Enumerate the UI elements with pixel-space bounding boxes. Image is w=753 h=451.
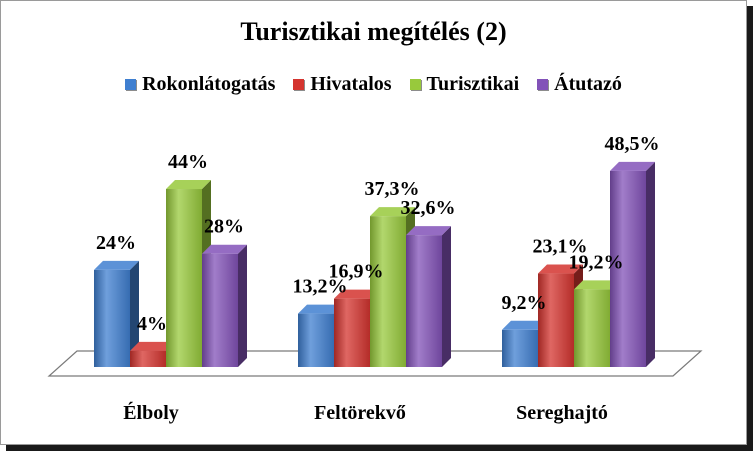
data-label-feltorekvo-hivatalos: 16,9% — [329, 261, 384, 283]
bar-side-sereghajto-atutazo — [646, 161, 655, 367]
bar-front-sereghajto-rokonlatogatas — [502, 329, 538, 367]
plot-area: 24% 4% 44% 28% 13,2%16,9% 37,3%32,6% 9,2% 23,1%… — [47, 133, 703, 424]
legend-swatch-rokonlatogatas — [125, 79, 137, 90]
bar-top-elboly-atutazo — [202, 244, 247, 254]
bar-top-feltorekvo-atutazo — [406, 226, 451, 236]
bar-front-feltorekvo-hivatalos — [334, 298, 370, 367]
bar-top-feltorekvo-rokonlatogatas — [298, 304, 343, 314]
legend-item-rokonlatogatas: Rokonlátogatás — [125, 73, 275, 96]
category-label-group: Élboly Feltörekvő Sereghajtó — [123, 401, 608, 424]
bar-elboly-atutazo — [202, 244, 247, 367]
bar-side-feltorekvo-atutazo — [442, 226, 451, 367]
bar-top-elboly-turisztikai — [166, 180, 211, 190]
data-label-sereghajto-turisztikai: 19,2% — [569, 251, 624, 273]
category-label-elboly: Élboly — [123, 401, 179, 424]
bar-front-feltorekvo-turisztikai — [370, 216, 406, 367]
legend-label-rokonlatogatas: Rokonlátogatás — [142, 73, 276, 95]
category-label-sereghajto: Sereghajtó — [516, 402, 608, 424]
data-label-feltorekvo-turisztikai: 37,3% — [365, 178, 420, 200]
data-label-sereghajto-hivatalos: 23,1% — [533, 236, 588, 258]
bar-front-sereghajto-atutazo — [610, 170, 646, 367]
bar-top-sereghajto-hivatalos — [538, 264, 583, 274]
bar-front-elboly-turisztikai — [166, 189, 202, 367]
bar-side-elboly-atutazo — [238, 244, 247, 367]
bar-front-feltorekvo-atutazo — [406, 235, 442, 367]
category-label-feltorekvo: Feltörekvő — [314, 402, 406, 424]
legend: Rokonlátogatás Hivatalos Turisztikai Átu… — [1, 73, 746, 96]
data-label-group: 24% 4% 44% 28% 13,2%16,9% 37,3%32,6% 9,2% 23,1%… — [96, 133, 660, 335]
bar-group — [94, 161, 655, 367]
legend-item-atutazo: Átutazó — [537, 73, 622, 96]
chart-title: Turisztikai megítélés (2) — [240, 17, 507, 46]
bar-top-feltorekvo-turisztikai — [370, 207, 415, 217]
legend-label-hivatalos: Hivatalos — [310, 73, 392, 95]
data-label-elboly-atutazo: 28% — [204, 216, 244, 238]
legend-swatch-turisztikai — [409, 79, 421, 90]
legend-item-turisztikai: Turisztikai — [409, 73, 520, 96]
bar-sereghajto-turisztikai — [574, 280, 619, 367]
bar-top-sereghajto-atutazo — [610, 161, 655, 171]
legend-swatch-hivatalos — [293, 79, 305, 90]
bar-front-elboly-rokonlatogatas — [94, 269, 130, 367]
chart-frame: Turisztikai megítélés (2) Rokonlátogatás… — [0, 0, 747, 445]
bar-top-sereghajto-turisztikai — [574, 280, 619, 290]
bar-front-sereghajto-turisztikai — [574, 289, 610, 367]
bar-front-elboly-atutazo — [202, 253, 238, 367]
data-label-feltorekvo-atutazo: 32,6% — [401, 197, 456, 219]
bar-front-elboly-hivatalos — [130, 350, 166, 367]
bar-front-sereghajto-hivatalos — [538, 273, 574, 367]
bar-side-elboly-rokonlatogatas — [130, 260, 139, 367]
data-label-sereghajto-atutazo: 48,5% — [605, 133, 660, 155]
data-label-elboly-hivatalos: 4% — [137, 313, 167, 335]
legend-item-hivatalos: Hivatalos — [293, 73, 392, 96]
data-label-sereghajto-rokonlatogatas: 9,2% — [502, 292, 547, 314]
data-label-feltorekvo-rokonlatogatas: 13,2% — [293, 276, 348, 298]
bar-top-elboly-hivatalos — [130, 341, 175, 351]
bar-top-feltorekvo-hivatalos — [334, 289, 379, 299]
data-label-elboly-turisztikai: 44% — [168, 151, 208, 173]
legend-label-atutazo: Átutazó — [554, 73, 622, 95]
bar-elboly-rokonlatogatas — [94, 260, 139, 367]
bar-feltorekvo-atutazo — [406, 226, 451, 367]
bar-front-feltorekvo-rokonlatogatas — [298, 313, 334, 367]
legend-label-turisztikai: Turisztikai — [426, 73, 520, 95]
bar-top-elboly-rokonlatogatas — [94, 260, 139, 270]
bar-sereghajto-atutazo — [610, 161, 655, 367]
legend-swatch-atutazo — [537, 79, 549, 90]
data-label-elboly-rokonlatogatas: 24% — [96, 232, 136, 254]
bar-top-sereghajto-rokonlatogatas — [502, 320, 547, 330]
